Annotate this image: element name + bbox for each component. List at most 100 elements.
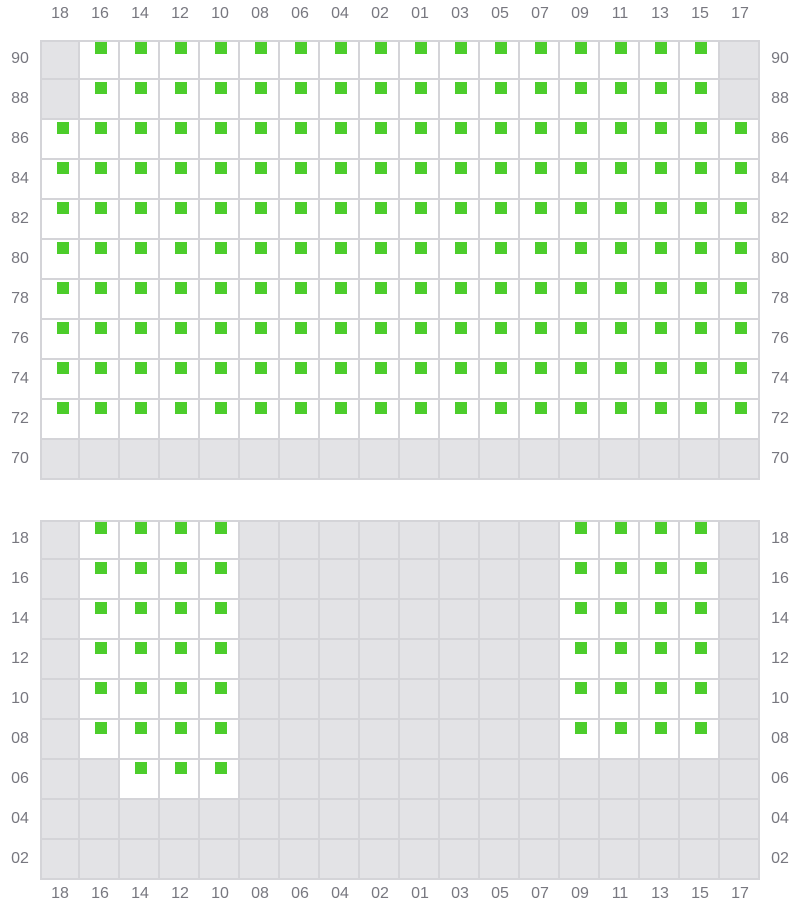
slot-available[interactable] bbox=[400, 40, 440, 80]
slot-available[interactable] bbox=[160, 120, 200, 160]
slot-available[interactable] bbox=[200, 680, 240, 720]
slot-available[interactable] bbox=[280, 400, 320, 440]
slot-available[interactable] bbox=[560, 240, 600, 280]
slot-available[interactable] bbox=[160, 520, 200, 560]
slot-available[interactable] bbox=[640, 560, 680, 600]
slot-available[interactable] bbox=[640, 240, 680, 280]
slot-available[interactable] bbox=[160, 160, 200, 200]
slot-available[interactable] bbox=[600, 680, 640, 720]
slot-available[interactable] bbox=[120, 720, 160, 760]
slot-available[interactable] bbox=[120, 40, 160, 80]
slot-available[interactable] bbox=[600, 80, 640, 120]
slot-available[interactable] bbox=[680, 600, 720, 640]
slot-available[interactable] bbox=[120, 680, 160, 720]
slot-available[interactable] bbox=[360, 280, 400, 320]
slot-available[interactable] bbox=[120, 560, 160, 600]
slot-available[interactable] bbox=[600, 600, 640, 640]
slot-available[interactable] bbox=[40, 360, 80, 400]
slot-available[interactable] bbox=[440, 160, 480, 200]
slot-available[interactable] bbox=[80, 200, 120, 240]
slot-available[interactable] bbox=[80, 120, 120, 160]
slot-available[interactable] bbox=[80, 640, 120, 680]
slot-available[interactable] bbox=[240, 280, 280, 320]
slot-available[interactable] bbox=[480, 240, 520, 280]
slot-available[interactable] bbox=[560, 320, 600, 360]
slot-available[interactable] bbox=[320, 320, 360, 360]
slot-available[interactable] bbox=[520, 40, 560, 80]
slot-available[interactable] bbox=[80, 360, 120, 400]
slot-available[interactable] bbox=[720, 200, 760, 240]
slot-available[interactable] bbox=[440, 200, 480, 240]
slot-available[interactable] bbox=[640, 360, 680, 400]
slot-available[interactable] bbox=[360, 80, 400, 120]
slot-available[interactable] bbox=[40, 240, 80, 280]
slot-available[interactable] bbox=[520, 320, 560, 360]
slot-available[interactable] bbox=[280, 240, 320, 280]
slot-available[interactable] bbox=[440, 400, 480, 440]
slot-available[interactable] bbox=[640, 680, 680, 720]
slot-available[interactable] bbox=[200, 720, 240, 760]
slot-available[interactable] bbox=[560, 160, 600, 200]
slot-available[interactable] bbox=[280, 80, 320, 120]
slot-available[interactable] bbox=[320, 120, 360, 160]
slot-available[interactable] bbox=[120, 600, 160, 640]
slot-available[interactable] bbox=[120, 400, 160, 440]
slot-available[interactable] bbox=[720, 400, 760, 440]
slot-available[interactable] bbox=[40, 320, 80, 360]
slot-available[interactable] bbox=[480, 200, 520, 240]
slot-available[interactable] bbox=[360, 200, 400, 240]
slot-available[interactable] bbox=[160, 360, 200, 400]
slot-available[interactable] bbox=[720, 120, 760, 160]
slot-available[interactable] bbox=[160, 40, 200, 80]
slot-available[interactable] bbox=[680, 400, 720, 440]
slot-available[interactable] bbox=[680, 200, 720, 240]
slot-available[interactable] bbox=[200, 80, 240, 120]
slot-available[interactable] bbox=[200, 560, 240, 600]
slot-available[interactable] bbox=[160, 680, 200, 720]
slot-available[interactable] bbox=[640, 200, 680, 240]
slot-available[interactable] bbox=[560, 720, 600, 760]
slot-available[interactable] bbox=[360, 40, 400, 80]
slot-available[interactable] bbox=[240, 200, 280, 240]
slot-available[interactable] bbox=[280, 200, 320, 240]
slot-available[interactable] bbox=[40, 200, 80, 240]
slot-available[interactable] bbox=[200, 600, 240, 640]
slot-available[interactable] bbox=[560, 280, 600, 320]
slot-available[interactable] bbox=[160, 80, 200, 120]
slot-available[interactable] bbox=[400, 80, 440, 120]
slot-available[interactable] bbox=[600, 320, 640, 360]
slot-available[interactable] bbox=[680, 40, 720, 80]
slot-available[interactable] bbox=[480, 360, 520, 400]
slot-available[interactable] bbox=[560, 200, 600, 240]
slot-available[interactable] bbox=[640, 400, 680, 440]
slot-available[interactable] bbox=[680, 720, 720, 760]
slot-available[interactable] bbox=[600, 520, 640, 560]
slot-available[interactable] bbox=[200, 280, 240, 320]
slot-available[interactable] bbox=[120, 80, 160, 120]
slot-available[interactable] bbox=[640, 720, 680, 760]
slot-available[interactable] bbox=[440, 320, 480, 360]
slot-available[interactable] bbox=[320, 80, 360, 120]
slot-available[interactable] bbox=[560, 80, 600, 120]
slot-available[interactable] bbox=[160, 760, 200, 800]
slot-available[interactable] bbox=[200, 760, 240, 800]
slot-available[interactable] bbox=[240, 160, 280, 200]
slot-available[interactable] bbox=[520, 400, 560, 440]
slot-available[interactable] bbox=[400, 160, 440, 200]
slot-available[interactable] bbox=[640, 40, 680, 80]
slot-available[interactable] bbox=[360, 360, 400, 400]
slot-available[interactable] bbox=[240, 320, 280, 360]
slot-available[interactable] bbox=[120, 360, 160, 400]
slot-available[interactable] bbox=[560, 40, 600, 80]
slot-available[interactable] bbox=[200, 520, 240, 560]
slot-available[interactable] bbox=[280, 40, 320, 80]
slot-available[interactable] bbox=[440, 40, 480, 80]
slot-available[interactable] bbox=[520, 160, 560, 200]
slot-available[interactable] bbox=[680, 680, 720, 720]
slot-available[interactable] bbox=[400, 280, 440, 320]
slot-available[interactable] bbox=[400, 240, 440, 280]
slot-available[interactable] bbox=[120, 200, 160, 240]
slot-available[interactable] bbox=[440, 240, 480, 280]
slot-available[interactable] bbox=[720, 160, 760, 200]
slot-available[interactable] bbox=[600, 160, 640, 200]
